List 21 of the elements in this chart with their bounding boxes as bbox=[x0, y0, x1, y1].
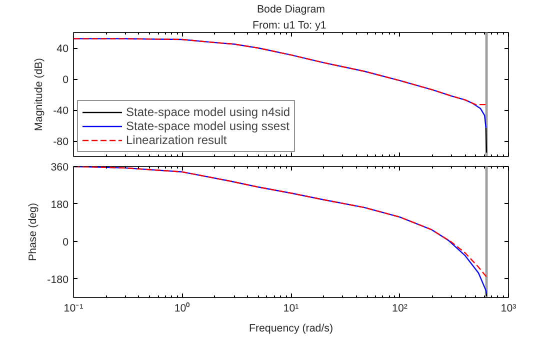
legend-label: Linearization result bbox=[126, 133, 227, 147]
chart-subtitle: From: u1 To: y1 bbox=[252, 20, 326, 32]
x-tick-label: 10¹ bbox=[283, 302, 300, 314]
x-tick-label: 10⁰ bbox=[174, 302, 190, 314]
legend-label: State-space model using ssest bbox=[126, 119, 290, 133]
y-tick-label: -40 bbox=[53, 105, 69, 117]
legend-label: State-space model using n4sid bbox=[126, 105, 290, 119]
x-axis-title: Frequency (rad/s) bbox=[248, 322, 334, 334]
y-axis-title: Magnitude (dB) bbox=[33, 58, 46, 131]
x-tick-label: 10³ bbox=[500, 302, 517, 314]
x-tick-label: 10⁻¹ bbox=[64, 302, 84, 314]
x-tick-label: 10² bbox=[392, 302, 408, 314]
y-tick-label: -80 bbox=[53, 136, 69, 148]
y-tick-label: 0 bbox=[62, 236, 69, 248]
y-axis-title: Phase (deg) bbox=[27, 202, 40, 262]
y-tick-label: 0 bbox=[62, 74, 69, 86]
y-tick-label: 40 bbox=[56, 43, 69, 55]
y-tick-label: 180 bbox=[50, 198, 69, 211]
y-tick-label: 360 bbox=[50, 162, 69, 174]
chart-title: Bode Diagram bbox=[256, 4, 326, 16]
y-tick-label: -180 bbox=[47, 274, 69, 286]
